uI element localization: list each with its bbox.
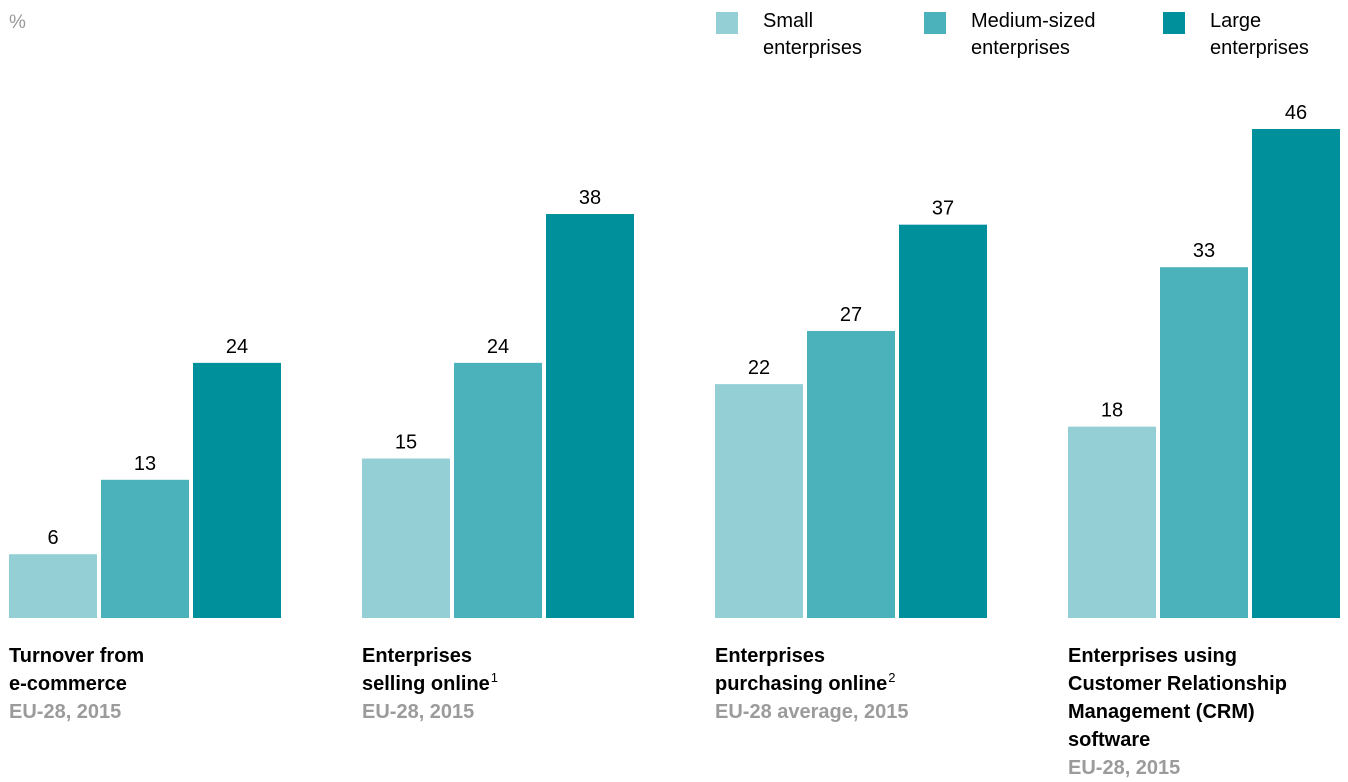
group-caption-crm: Enterprises using Customer Relationship … <box>1068 642 1287 782</box>
bar-turnover-medium <box>101 479 189 618</box>
data-label-turnover-small: 6 <box>47 527 58 549</box>
data-label-purchasing-medium: 27 <box>840 304 862 326</box>
footnote-marker: 1 <box>490 670 499 686</box>
legend-swatch-large <box>1163 12 1185 34</box>
group-caption-purchasing: Enterprises purchasing online2 EU-28 ave… <box>715 642 908 726</box>
bar-crm-small <box>1068 426 1156 618</box>
bar-crm-large <box>1252 129 1340 618</box>
group-subtitle: EU-28, 2015 <box>362 701 475 723</box>
data-label-selling-large: 38 <box>579 187 601 209</box>
bar-crm-medium <box>1160 267 1248 618</box>
data-label-crm-large: 46 <box>1285 102 1307 124</box>
legend-label-medium: Medium-sized enterprises <box>971 10 1096 59</box>
footnote-marker: 2 <box>888 670 896 686</box>
data-label-purchasing-large: 37 <box>932 198 954 220</box>
data-label-crm-small: 18 <box>1101 400 1123 422</box>
group-subtitle: EU-28, 2015 <box>1068 757 1181 779</box>
bar-purchasing-small <box>715 384 803 618</box>
bar-purchasing-large <box>899 224 987 618</box>
bar-selling-large <box>546 214 634 619</box>
data-label-turnover-medium: 13 <box>134 453 156 475</box>
group-caption-selling: Enterprises selling online1 EU-28, 2015 <box>362 642 498 726</box>
data-label-turnover-large: 24 <box>226 336 248 358</box>
data-label-purchasing-small: 22 <box>748 357 770 379</box>
bar-selling-medium <box>454 362 542 618</box>
legend: Small enterprises Medium-sized enterpris… <box>716 8 1348 68</box>
bar-turnover-small <box>9 554 97 618</box>
legend-label-large: Large enterprises <box>1210 10 1309 59</box>
bar-purchasing-medium <box>807 330 895 618</box>
legend-label-small: Small enterprises <box>763 10 862 59</box>
data-label-selling-small: 15 <box>395 432 417 454</box>
data-label-crm-medium: 33 <box>1193 240 1215 262</box>
unit-label: % <box>9 12 26 33</box>
bar-selling-small <box>362 458 450 618</box>
group-caption-turnover: Turnover from e-commerce EU-28, 2015 <box>9 642 144 726</box>
data-label-selling-medium: 24 <box>487 336 509 358</box>
group-subtitle: EU-28, 2015 <box>9 701 122 723</box>
bar-turnover-large <box>193 362 281 618</box>
group-subtitle: EU-28 average, 2015 <box>715 701 909 723</box>
legend-swatch-small <box>716 12 738 34</box>
legend-swatch-medium <box>924 12 946 34</box>
